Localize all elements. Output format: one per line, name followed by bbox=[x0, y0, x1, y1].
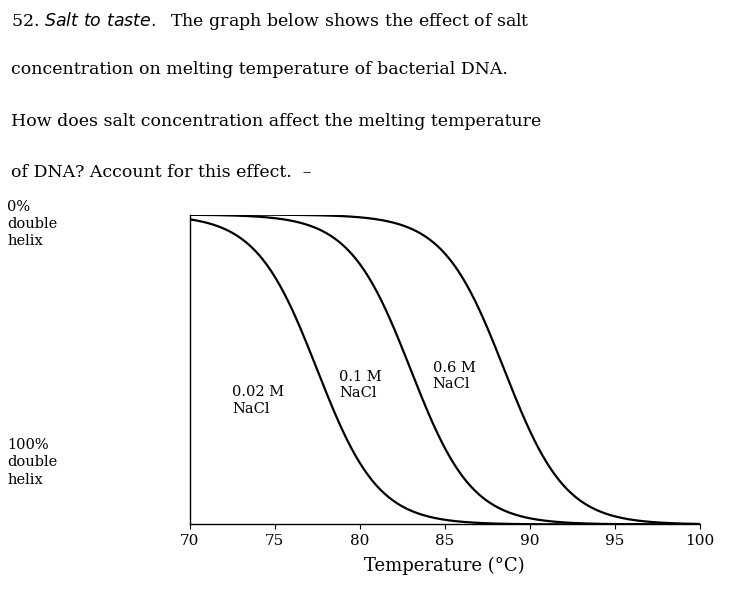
Text: concentration on melting temperature of bacterial DNA.: concentration on melting temperature of … bbox=[11, 61, 508, 78]
Text: 52. $\it{Salt\ to\ taste.}$  The graph below shows the effect of salt: 52. $\it{Salt\ to\ taste.}$ The graph be… bbox=[11, 10, 530, 32]
Text: 0%
double
helix: 0% double helix bbox=[7, 200, 58, 249]
Text: 0.1 M
NaCl: 0.1 M NaCl bbox=[339, 370, 382, 400]
X-axis label: Temperature (°C): Temperature (°C) bbox=[364, 557, 525, 575]
Text: 0.6 M
NaCl: 0.6 M NaCl bbox=[433, 361, 475, 391]
Text: How does salt concentration affect the melting temperature: How does salt concentration affect the m… bbox=[11, 113, 541, 129]
Text: of DNA? Account for this effect.  –: of DNA? Account for this effect. – bbox=[11, 164, 311, 181]
Text: 0.02 M
NaCl: 0.02 M NaCl bbox=[232, 386, 284, 415]
Text: 100%
double
helix: 100% double helix bbox=[7, 438, 58, 487]
